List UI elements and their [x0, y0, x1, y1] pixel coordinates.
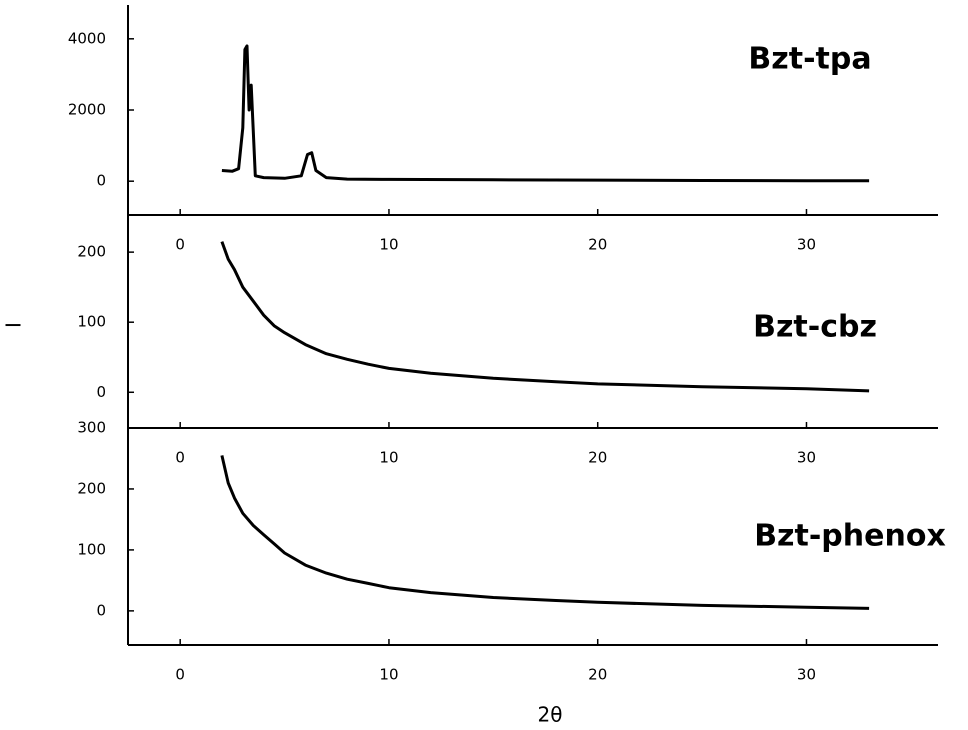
y-tick-label: 200 [77, 243, 106, 261]
x-tick-label: 10 [379, 666, 398, 684]
y-axis-title: I [2, 322, 26, 328]
x-tick-label: 20 [588, 666, 607, 684]
x-tick-label: 30 [797, 666, 816, 684]
x-tick-label: 0 [175, 236, 185, 254]
y-tick-label: 100 [77, 313, 106, 331]
data-line [220, 241, 870, 393]
y-tick-label: 100 [77, 540, 106, 558]
x-tick-label: 0 [175, 666, 185, 684]
y-tick-label: 0 [96, 172, 106, 190]
y-tick-label: 0 [96, 601, 106, 619]
x-tick-label: 0 [175, 449, 185, 467]
y-tick-label: 4000 [68, 29, 106, 47]
y-tick-label: 300 [77, 419, 106, 437]
x-tick-label: 20 [588, 449, 607, 467]
panel-label: Bzt-cbz [753, 310, 877, 345]
x-tick-label: 30 [797, 449, 816, 467]
x-tick-label: 20 [588, 236, 607, 254]
y-tick-label: 0 [96, 383, 106, 401]
x-tick-label: 10 [379, 449, 398, 467]
x-tick-label: 10 [379, 236, 398, 254]
data-line [221, 44, 870, 183]
y-tick-label: 2000 [68, 101, 106, 119]
y-tick-label: 200 [77, 479, 106, 497]
panel-label: Bzt-tpa [748, 42, 871, 77]
x-tick-label: 30 [797, 236, 816, 254]
panel-label: Bzt-phenox [754, 519, 946, 554]
data-line [220, 455, 870, 610]
x-axis-title: 2θ [538, 703, 563, 727]
